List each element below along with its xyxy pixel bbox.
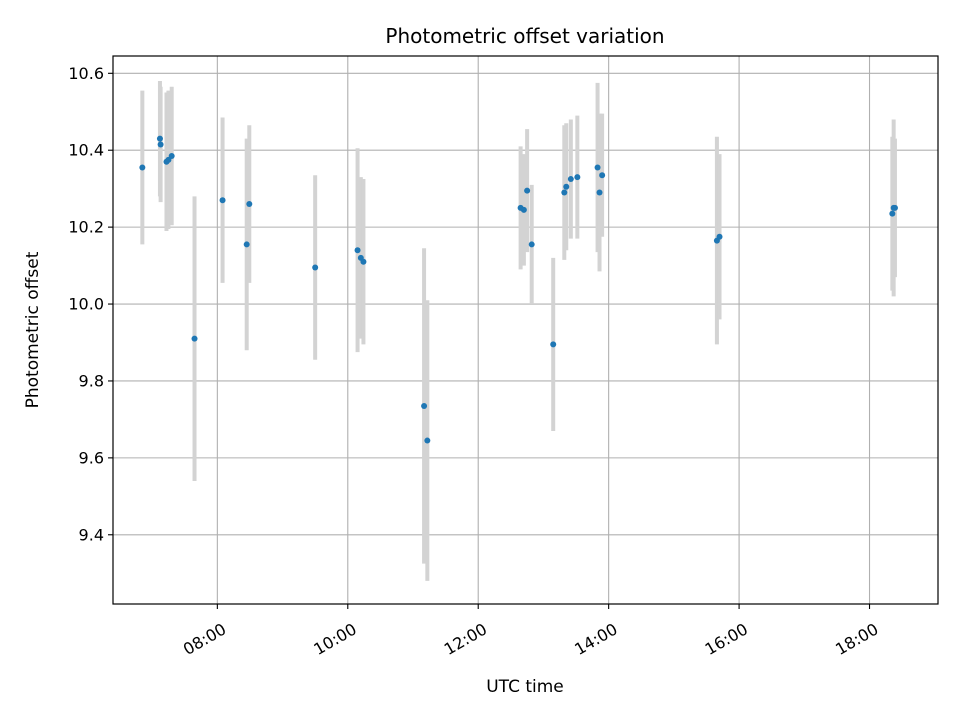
y-tick-label: 9.8 xyxy=(79,371,104,390)
data-point xyxy=(191,335,198,342)
data-point xyxy=(360,258,367,265)
data-point xyxy=(550,341,557,348)
data-point xyxy=(524,187,531,194)
data-point xyxy=(312,264,319,271)
data-point xyxy=(157,141,164,148)
data-point xyxy=(424,437,431,444)
y-tick-label: 10.0 xyxy=(68,295,104,314)
y-axis-label: Photometric offset xyxy=(23,251,43,408)
data-point xyxy=(243,241,250,248)
data-point xyxy=(891,204,898,211)
plot-frame xyxy=(112,55,939,605)
x-axis-label: UTC time xyxy=(486,677,564,697)
data-point xyxy=(716,233,723,240)
data-point xyxy=(139,164,146,171)
data-point xyxy=(596,189,603,196)
data-point xyxy=(563,183,570,190)
data-point xyxy=(889,210,896,217)
y-tick-label: 10.4 xyxy=(68,141,104,160)
y-tick-label: 10.2 xyxy=(68,218,104,237)
y-tick-label: 10.6 xyxy=(68,64,104,83)
data-points xyxy=(139,135,898,444)
data-point xyxy=(528,241,535,248)
data-point xyxy=(561,189,568,196)
y-axis-ticks: 9.4 9.6 9.8 10.0 10.2 10.4 10.6 xyxy=(68,64,113,544)
data-point xyxy=(246,201,253,208)
y-tick-label: 9.4 xyxy=(79,525,104,544)
chart-title: Photometric offset variation xyxy=(385,24,664,48)
data-point xyxy=(219,197,226,204)
data-point xyxy=(594,164,601,171)
data-point xyxy=(520,206,527,213)
y-tick-label: 9.6 xyxy=(79,448,104,467)
data-point xyxy=(421,402,428,409)
data-point xyxy=(156,135,163,142)
data-point xyxy=(574,174,581,181)
data-point xyxy=(567,176,574,183)
data-point xyxy=(599,172,606,179)
data-point xyxy=(354,247,361,254)
data-point xyxy=(168,152,175,159)
